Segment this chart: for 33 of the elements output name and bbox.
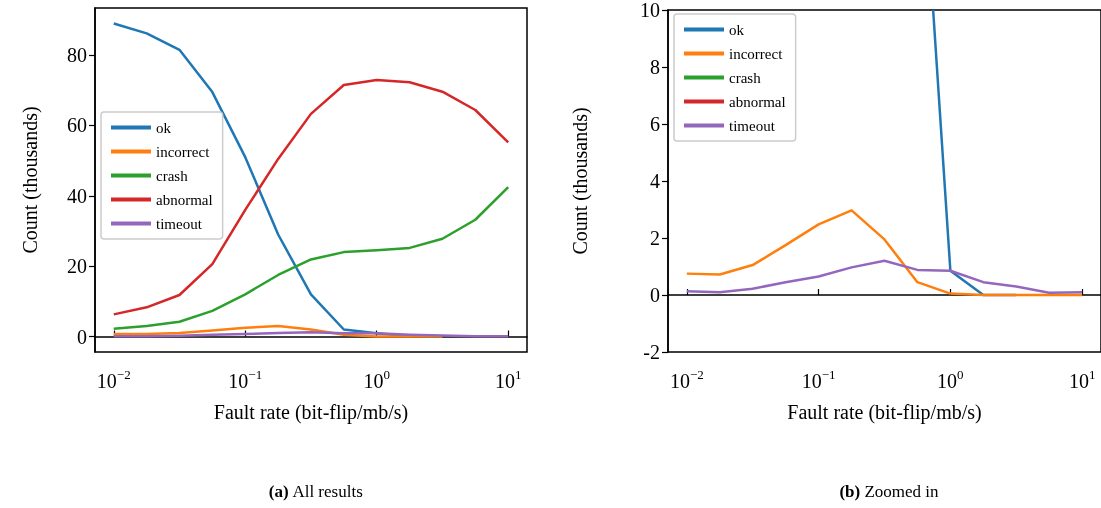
legend-label: ok: [156, 119, 172, 136]
y-tick-label: 2: [650, 227, 660, 249]
legend-label: incorrect: [156, 143, 211, 160]
legend-label: ok: [729, 21, 745, 38]
line-series: [685, 259, 1084, 294]
y-tick-label: 40: [67, 184, 87, 207]
legend-label: timeout: [156, 215, 203, 232]
y-tick-label: 0: [77, 325, 87, 348]
text: (a) All results: [268, 482, 363, 501]
y-tick-label: 60: [67, 114, 87, 137]
line-series: [685, 209, 1084, 297]
y-axis-title: Count (thousands): [569, 107, 592, 255]
legend-label: crash: [729, 69, 762, 86]
y-tick-label: 4: [650, 170, 660, 192]
y-tick-label: 6: [650, 113, 660, 135]
y-tick-label: 20: [67, 255, 87, 278]
y-tick-label: 10: [640, 0, 660, 21]
y-tick-label: -2: [643, 341, 660, 363]
legend-label: timeout: [729, 117, 776, 134]
legend-label: abnormal: [729, 93, 786, 110]
y-tick-label: 8: [650, 56, 660, 78]
text: (b) Zoomed in: [839, 482, 940, 501]
y-tick-label: 0: [650, 284, 660, 306]
x-axis-title: Fault rate (bit-flip/mb/s): [213, 401, 409, 424]
line-series: [112, 324, 444, 338]
legend-label: abnormal: [156, 191, 213, 208]
y-tick-label: 80: [67, 44, 87, 67]
legend-label: crash: [156, 167, 189, 184]
legend-label: incorrect: [729, 45, 784, 62]
line-series: [112, 78, 510, 316]
y-axis-title: Count (thousands): [19, 106, 42, 254]
x-axis-title: Fault rate (bit-flip/mb/s): [787, 401, 982, 424]
line-series: [112, 185, 510, 331]
